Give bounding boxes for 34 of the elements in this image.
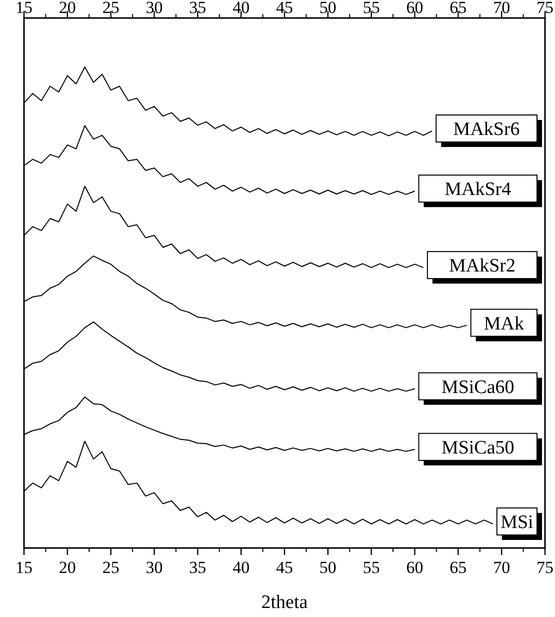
x2-tick-label: 50 — [319, 0, 336, 17]
x-tick-label: 25 — [102, 558, 120, 577]
x-tick-label: 15 — [16, 558, 32, 577]
x2-tick-label: 45 — [276, 0, 293, 17]
x2-tick-label: 25 — [102, 0, 120, 17]
x-tick-label: 65 — [450, 558, 467, 577]
x-tick-label: 35 — [189, 558, 206, 577]
series-label: MAkSr6 — [453, 118, 520, 140]
x-tick-label: 70 — [493, 558, 510, 577]
x-tick-label: 40 — [232, 558, 250, 577]
series-label: MAk — [484, 313, 524, 334]
series-label: MSiCa50 — [441, 437, 514, 458]
x-tick-label: 30 — [146, 558, 163, 577]
x2-tick-label: 70 — [493, 0, 510, 17]
series-label: MAkSr4 — [444, 179, 512, 200]
x-tick-label: 20 — [58, 558, 76, 577]
x2-tick-label: 15 — [16, 0, 32, 17]
x-axis-title: 2theta — [261, 592, 308, 613]
x2-tick-label: 55 — [362, 0, 380, 17]
series-label: MSiCa60 — [441, 376, 514, 398]
series-label: MAkSr2 — [448, 256, 516, 277]
series-label: MSi — [500, 512, 534, 533]
x2-tick-label: 35 — [189, 0, 206, 17]
x2-tick-label: 65 — [450, 0, 467, 17]
x-tick-label: 50 — [319, 558, 336, 577]
x2-tick-label: 30 — [146, 0, 163, 17]
x2-tick-label: 40 — [232, 0, 250, 17]
x2-tick-label: 20 — [58, 0, 76, 17]
x2-tick-label: 75 — [536, 0, 554, 17]
x-tick-label: 55 — [362, 558, 380, 577]
x2-tick-label: 60 — [406, 0, 424, 17]
x-tick-label: 45 — [276, 558, 293, 577]
x-tick-label: 60 — [406, 558, 424, 577]
x-tick-label: 75 — [536, 558, 554, 577]
